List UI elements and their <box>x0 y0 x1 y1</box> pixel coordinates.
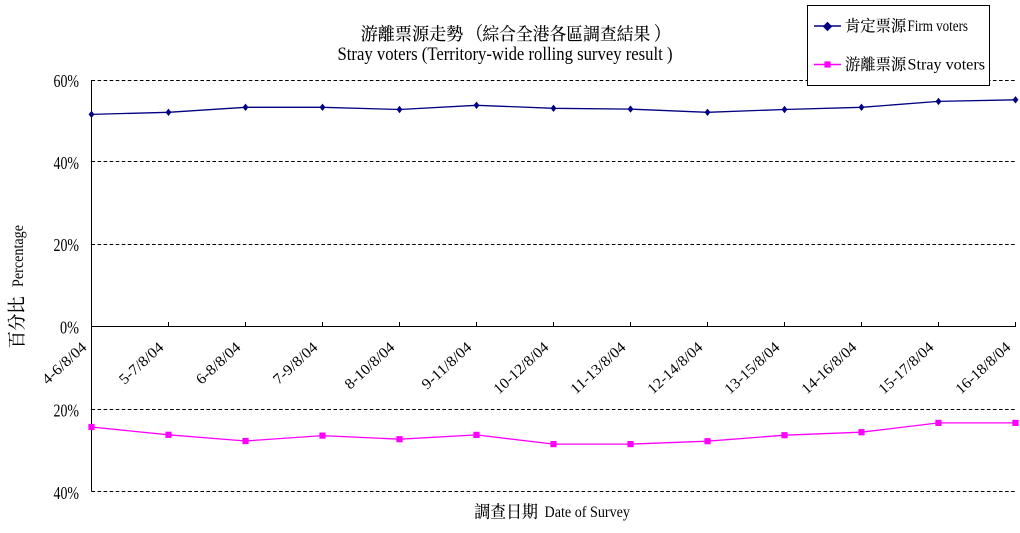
svg-text:20%: 20% <box>54 235 80 255</box>
svg-text:60%: 60% <box>54 71 80 91</box>
svg-text:Stray voters (Territory-wide r: Stray voters (Territory-wide rolling sur… <box>338 44 673 65</box>
svg-text:40%: 40% <box>54 483 80 503</box>
svg-text:Stray voters: Stray voters <box>908 57 986 74</box>
svg-text:40%: 40% <box>54 153 80 173</box>
svg-text:Date of Survey: Date of Survey <box>545 504 631 521</box>
svg-text:0%: 0% <box>60 317 79 337</box>
svg-text:20%: 20% <box>54 400 80 420</box>
svg-text:Percentage: Percentage <box>10 225 27 287</box>
svg-text:Firm voters: Firm voters <box>908 18 969 35</box>
